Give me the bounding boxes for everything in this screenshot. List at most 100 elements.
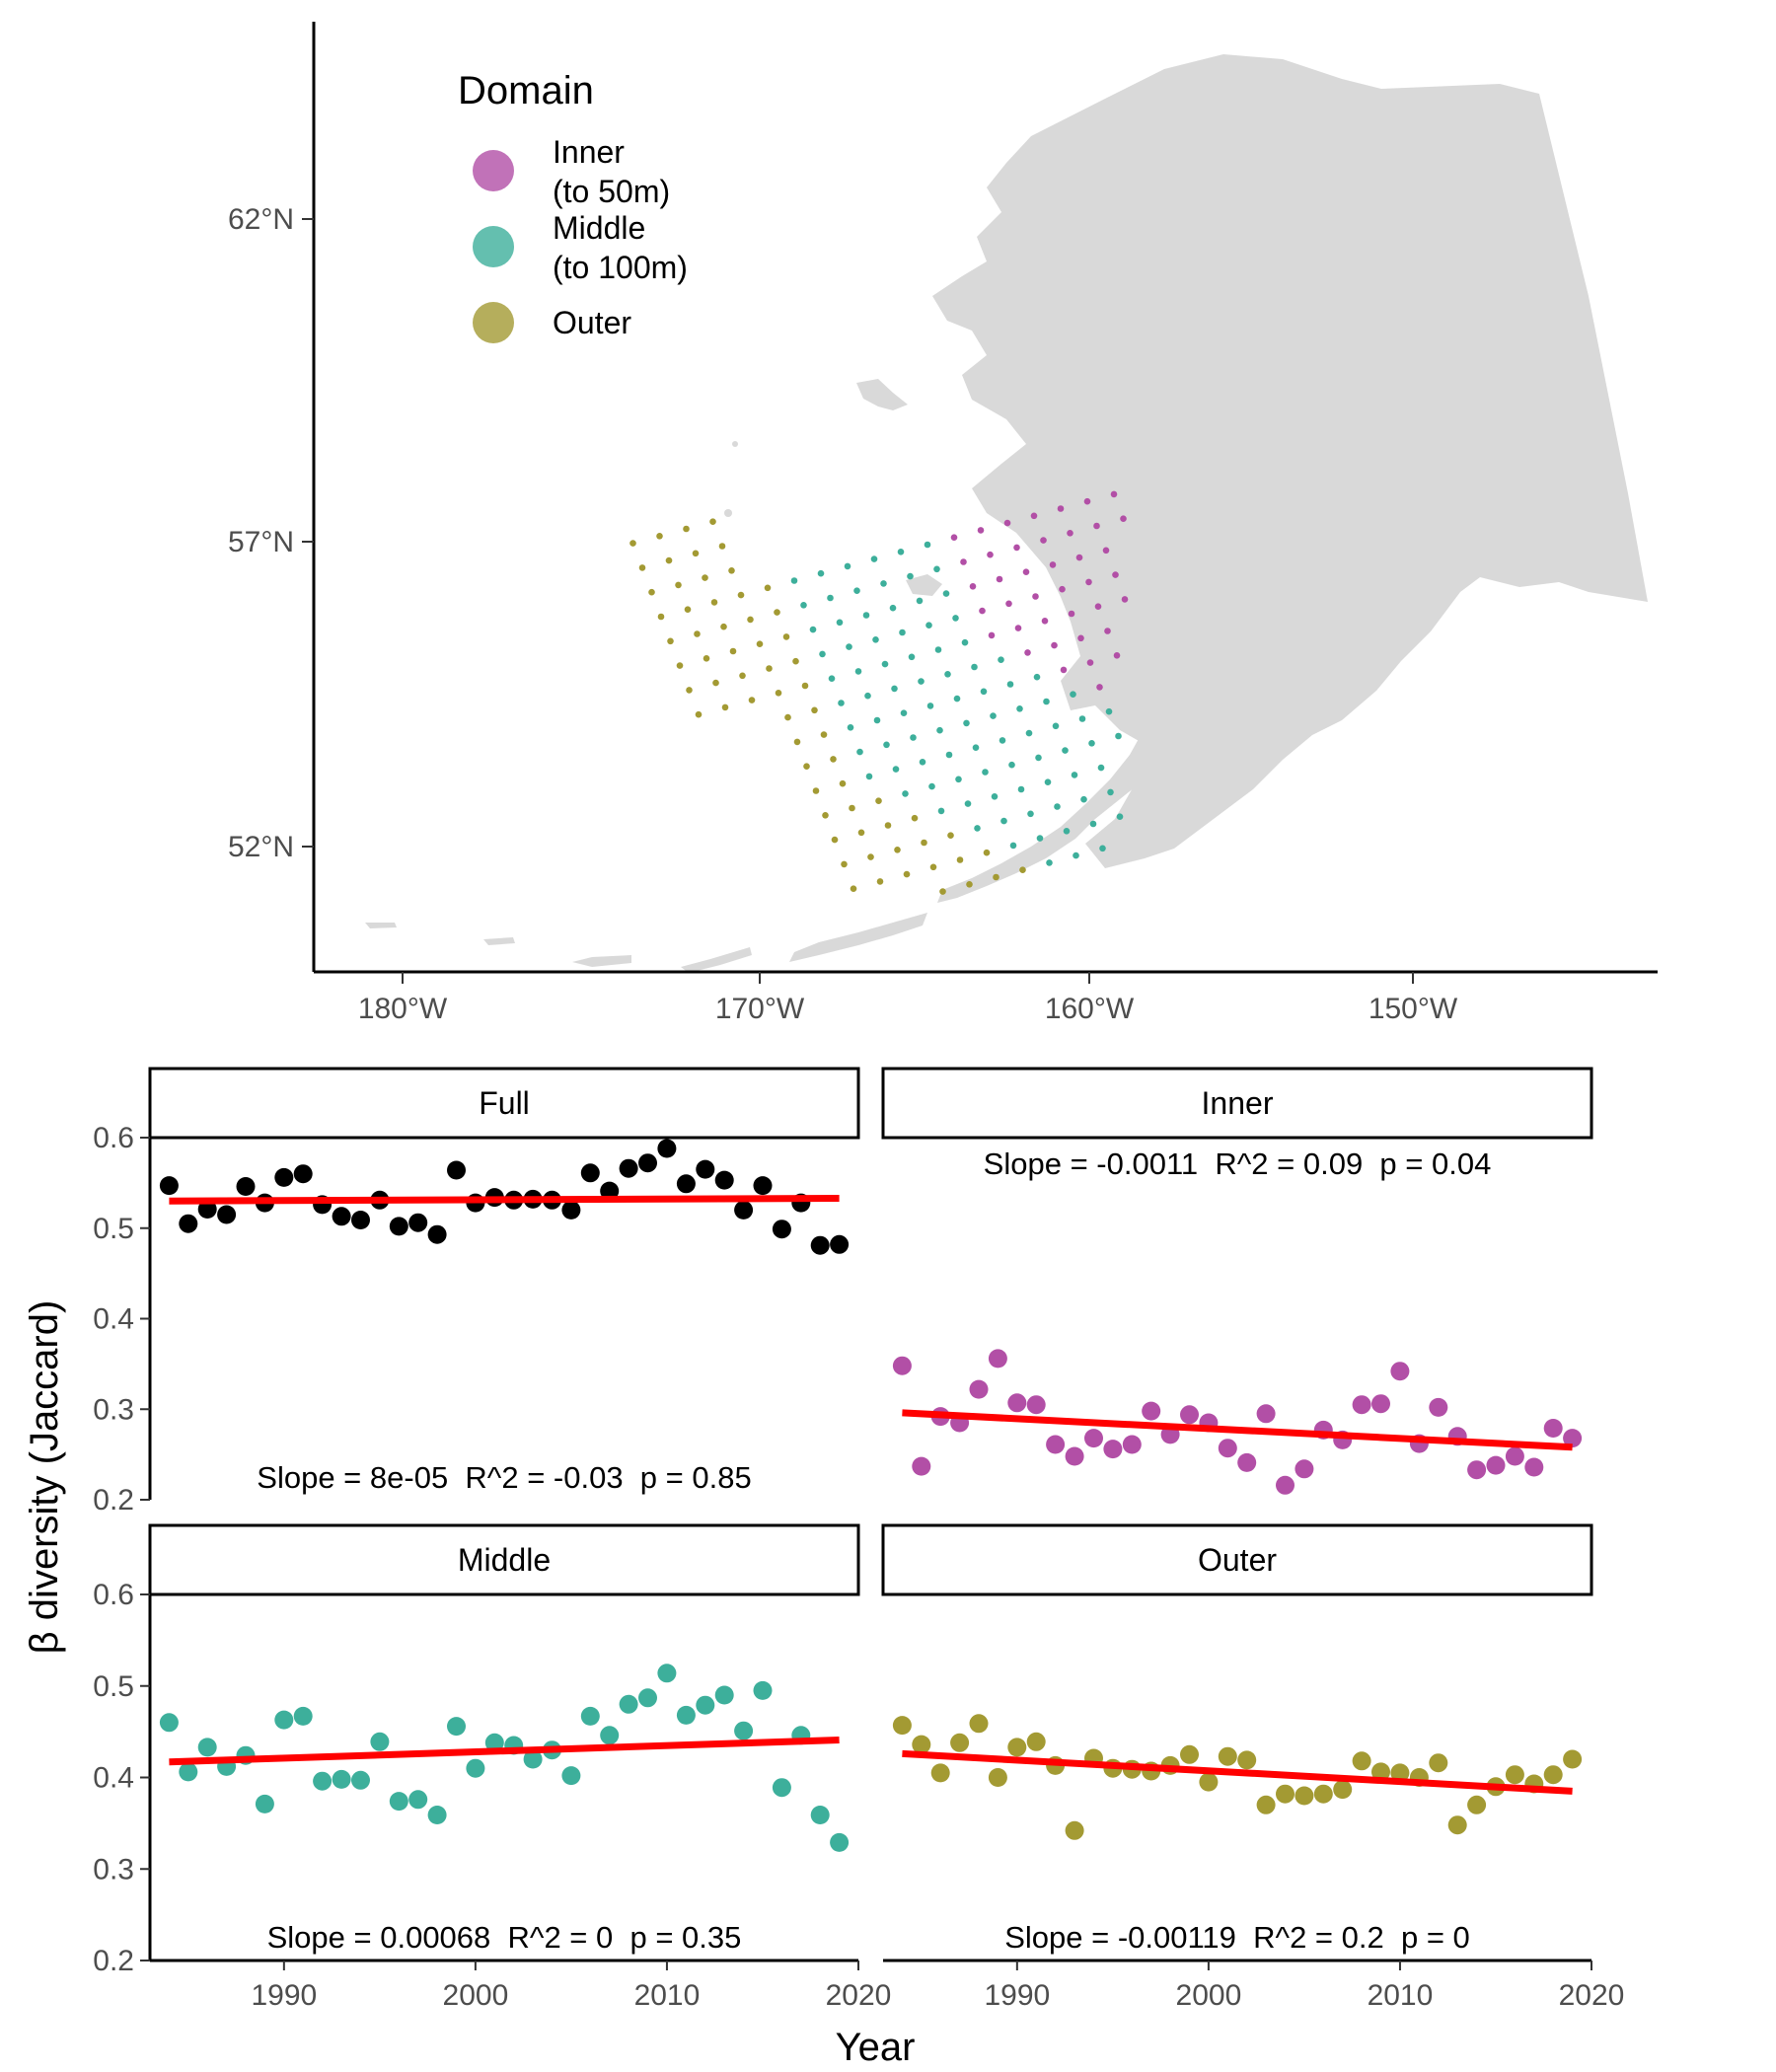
facet-strip [148,1067,860,1140]
data-point [313,1771,333,1791]
station-point [881,660,889,668]
station-point [902,790,909,797]
data-point [638,1688,657,1708]
station-point [1085,578,1092,586]
x-tick-label: 2000 [443,1979,509,2012]
data-point [676,1174,696,1194]
data-point [293,1164,313,1184]
data-point [1007,1738,1027,1757]
lon-tick-170: 170°W [715,972,805,1025]
station-point [936,726,943,734]
data-point [1447,1815,1467,1835]
station-point [979,607,986,615]
data-point [274,1710,294,1730]
station-point [925,622,932,629]
station-point [774,609,780,616]
station-point [980,688,988,696]
legend-key-inner [473,150,514,191]
data-point [1007,1393,1027,1413]
station-point [702,574,708,581]
data-point [1065,1820,1084,1840]
facet-panel-inner: Inner Slope = -0.0011 R^2 = 0.09 p = 0.04 [881,1067,1593,1495]
legend-label-inner-depth: (to 50m) [553,174,670,209]
data-point [523,1749,543,1769]
data-point [734,1200,754,1220]
station-point [950,534,958,541]
station-point [684,606,692,613]
station-point [884,822,892,829]
trend-line [902,1749,1573,1795]
aleutian-islands [365,913,927,973]
data-point [1543,1765,1563,1785]
data-point [912,1735,931,1754]
data-point [772,1220,791,1239]
lon-tick-label: 160°W [1045,993,1135,1025]
station-point [1025,729,1033,737]
station-point [1033,673,1041,681]
station-point [926,703,934,709]
data-point [600,1726,620,1745]
station-point [712,679,719,687]
station-point [849,804,855,812]
station-point [907,572,914,580]
data-point [1563,1429,1583,1448]
station-point [900,709,908,716]
data-point [1237,1452,1257,1472]
map-legend: Domain Inner (to 50m) Middle (to 100m) O… [458,69,688,343]
station-point [686,687,693,694]
lon-tick-label: 170°W [715,993,805,1025]
station-point [1000,817,1007,825]
facet-strip-label: Inner [1202,1085,1274,1121]
station-point [977,527,985,534]
data-point [1218,1746,1237,1766]
station-point [629,540,636,547]
data-point [810,1806,830,1824]
y-tick-label: 0.5 [93,1670,134,1703]
data-point [332,1769,351,1789]
regression-stats: Slope = -0.0011 R^2 = 0.09 p = 0.04 [984,1147,1492,1181]
data-point [619,1158,638,1178]
station-point [747,616,754,624]
trend-line [169,1194,840,1205]
station-point [831,836,839,844]
station-point [919,759,926,766]
data-point [1065,1446,1084,1466]
station-point [1086,659,1094,666]
station-point [817,569,825,577]
data-point [1505,1446,1524,1466]
data-point [1429,1397,1448,1417]
x-tick-label: 2010 [1368,1979,1434,2012]
station-point [908,653,916,661]
station-point [1005,600,1012,608]
data-point [1486,1455,1506,1475]
station-point [793,738,801,746]
data-point [1180,1744,1199,1764]
station-point [903,870,911,878]
data-point [1371,1762,1390,1782]
data-point [657,1664,677,1683]
data-point [580,1163,600,1183]
data-point [159,1176,179,1196]
lat-tick-label: 57°N [228,526,294,558]
data-point [351,1770,370,1790]
data-point [1103,1440,1123,1459]
station-point [854,668,862,675]
station-point [876,878,884,885]
station-point [1093,522,1100,530]
data-point [714,1170,734,1190]
data-point [892,1356,912,1375]
station-point [694,630,701,637]
station-point [1009,842,1017,850]
station-point [872,636,879,643]
station-point [991,793,999,800]
station-point [1054,803,1061,810]
station-point [1115,732,1122,740]
station-point [756,640,764,647]
station-point [830,756,837,763]
data-point [236,1177,256,1196]
station-point [784,713,791,721]
station-point [1022,568,1030,575]
facet-panel-outer: Outer 1990 2000 2010 2020 Slope = -0.00119 R^… [881,1523,1624,2012]
station-point [1040,537,1047,544]
alaska-landmass [932,54,1648,868]
